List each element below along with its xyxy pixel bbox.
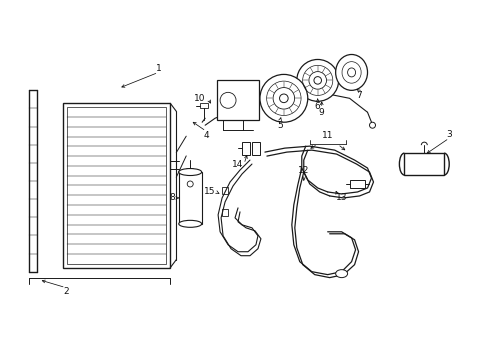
- Text: 12: 12: [298, 166, 309, 175]
- Bar: [222, 187, 227, 194]
- Bar: [62, 103, 170, 268]
- Bar: [179, 172, 201, 224]
- Text: 1: 1: [155, 64, 161, 73]
- Bar: [66, 107, 166, 264]
- Bar: [222, 209, 227, 216]
- Circle shape: [260, 75, 307, 122]
- Bar: [349, 180, 364, 188]
- Ellipse shape: [179, 220, 201, 227]
- Bar: [404, 153, 443, 175]
- Text: 8: 8: [169, 193, 175, 202]
- Text: 15: 15: [204, 188, 215, 197]
- Text: 7: 7: [356, 91, 362, 100]
- Ellipse shape: [335, 54, 367, 90]
- Ellipse shape: [179, 168, 201, 176]
- Text: 3: 3: [446, 130, 451, 139]
- Text: 10: 10: [194, 94, 205, 103]
- Circle shape: [296, 59, 338, 101]
- Text: 11: 11: [321, 131, 333, 140]
- Text: 6: 6: [314, 102, 320, 111]
- Bar: [217, 80, 259, 120]
- Text: 13: 13: [335, 193, 346, 202]
- Bar: [200, 103, 208, 108]
- Bar: [242, 142, 249, 155]
- Text: 4: 4: [203, 131, 208, 140]
- Ellipse shape: [335, 270, 347, 278]
- Text: 9: 9: [318, 108, 324, 117]
- Text: 14: 14: [232, 159, 243, 168]
- Bar: [251, 142, 260, 155]
- Text: 5: 5: [276, 121, 282, 130]
- Text: 2: 2: [63, 287, 68, 296]
